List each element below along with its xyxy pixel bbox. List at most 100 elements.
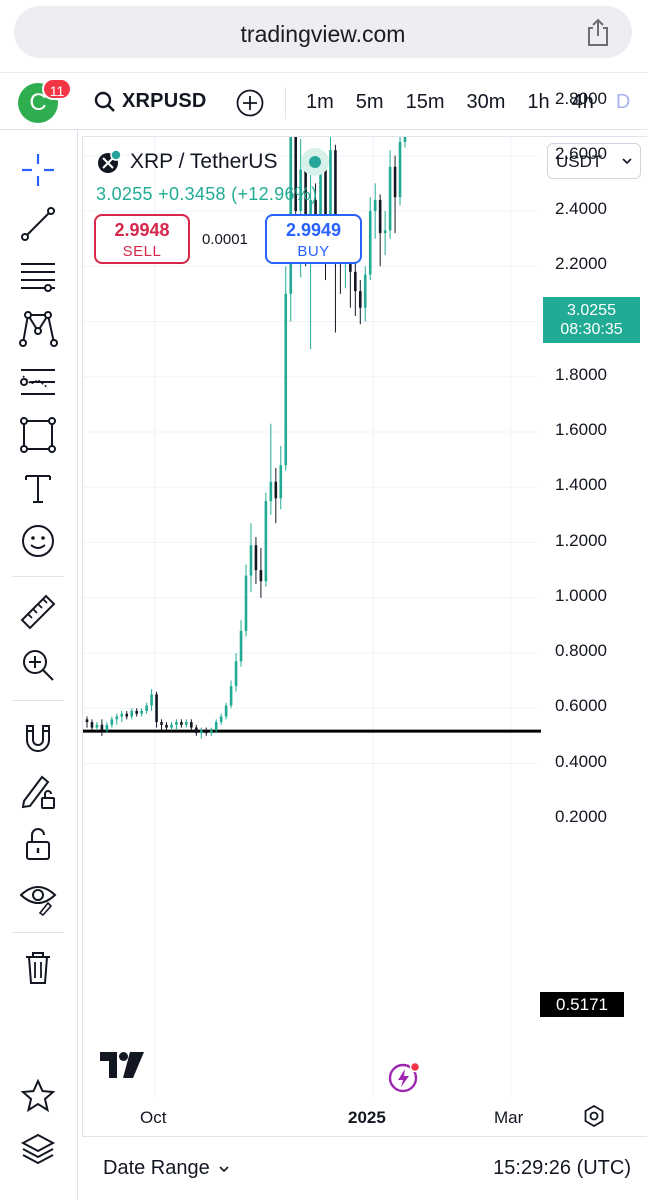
star-icon[interactable]: [18, 1076, 58, 1116]
bar-countdown: 08:30:35: [560, 321, 623, 338]
candle: [378, 194, 382, 267]
address-bar[interactable]: tradingview.com: [14, 6, 632, 58]
candle: [294, 137, 297, 231]
candle: [254, 536, 258, 584]
price-axis-label: 2.6000: [555, 143, 607, 163]
candle: [150, 688, 153, 712]
last-price-value: 3.0255: [567, 302, 616, 319]
lock-drawing-icon[interactable]: [18, 771, 58, 811]
drawing-toolbar: [0, 130, 78, 1200]
candle: [195, 724, 198, 736]
price-axis-label: 0.2000: [555, 806, 607, 826]
unlock-icon[interactable]: [18, 824, 58, 864]
interval-5m[interactable]: 5m: [355, 91, 384, 113]
price-axis-label: 2.2000: [555, 254, 607, 274]
forecast-icon[interactable]: [18, 362, 58, 402]
zoom-in-icon[interactable]: [18, 645, 58, 685]
candle: [160, 719, 163, 731]
layers-icon[interactable]: [18, 1129, 58, 1169]
last-price-label: 3.0255 08:30:35: [543, 297, 640, 343]
trash-icon[interactable]: [18, 948, 58, 988]
candle: [219, 713, 223, 725]
compare-add-icon[interactable]: [236, 89, 264, 117]
pair-name: XRP / TetherUS: [130, 150, 278, 173]
magnet-icon[interactable]: [18, 718, 58, 758]
candle: [125, 711, 129, 720]
candle: [155, 691, 158, 728]
market-open-indicator: [301, 148, 330, 176]
interval-d[interactable]: D: [615, 91, 631, 113]
crosshair-icon[interactable]: [18, 150, 58, 190]
time-axis-label: Oct: [140, 1108, 167, 1127]
text-tool-icon[interactable]: [18, 468, 58, 508]
price-change-percent: (+12.96%): [231, 184, 318, 204]
time-axis-label: Mar: [494, 1108, 524, 1127]
candle: [185, 719, 188, 728]
price-change: +0.3458: [158, 184, 226, 204]
candle: [180, 719, 183, 728]
chart-pane[interactable]: [82, 136, 647, 1136]
price-quote: 3.0255 +0.3458 (+12.96%): [96, 184, 329, 205]
last-price: 3.0255: [96, 184, 153, 204]
candle: [373, 183, 377, 239]
interval-4h[interactable]: 4h: [571, 91, 594, 113]
interval-1m[interactable]: 1m: [306, 91, 334, 113]
url-text: tradingview.com: [240, 21, 406, 47]
candlestick-chart[interactable]: [83, 137, 647, 1137]
candle: [95, 722, 99, 731]
candle: [239, 619, 243, 667]
sell-button[interactable]: 2.9948 SELL: [94, 214, 190, 264]
price-axis-label: 1.8000: [555, 364, 607, 384]
candle: [135, 708, 138, 717]
candle: [259, 548, 263, 598]
candle: [398, 137, 402, 206]
share-icon[interactable]: [584, 18, 612, 48]
notification-badge: 11: [42, 78, 72, 100]
buy-label: BUY: [297, 243, 330, 260]
candle: [190, 719, 193, 731]
currency-select[interactable]: USDT: [547, 143, 641, 179]
interval-15m[interactable]: 15m: [405, 91, 445, 113]
price-axis-label: 0.4000: [555, 751, 607, 771]
chart-legend: XRP / TetherUS 3.0255 +0.3458 (+12.96%): [96, 148, 330, 205]
bottom-toolbar: Date Range 15:29:26 (UTC): [82, 1136, 647, 1200]
top-toolbar: C 11 XRPUSD 1m 5m 15m 30m 1h 4h D: [0, 72, 647, 130]
date-range-button[interactable]: Date Range: [103, 1157, 230, 1180]
utc-clock[interactable]: 15:29:26 (UTC): [493, 1157, 631, 1179]
candle: [214, 719, 218, 734]
candle: [244, 564, 248, 637]
price-axis-label: 1.0000: [555, 585, 607, 605]
candle: [224, 702, 228, 720]
rectangle-icon[interactable]: [18, 415, 58, 455]
price-axis-label: 0.8000: [555, 641, 607, 660]
candle: [264, 492, 268, 587]
candle: [110, 716, 114, 728]
flash-icon[interactable]: [388, 1060, 422, 1094]
fib-retracement-icon[interactable]: [18, 256, 58, 296]
candle: [249, 523, 253, 593]
ruler-icon[interactable]: [18, 592, 58, 632]
symbol-search[interactable]: XRPUSD: [94, 90, 207, 113]
buy-button[interactable]: 2.9949 BUY: [265, 214, 362, 264]
price-axis-label: 2.4000: [555, 199, 607, 218]
chevron-down-icon: [219, 1165, 229, 1172]
candle: [85, 716, 89, 728]
eye-icon[interactable]: [18, 877, 58, 917]
interval-1h[interactable]: 1h: [527, 91, 550, 113]
trend-line-icon[interactable]: [18, 203, 58, 243]
interval-30m[interactable]: 30m: [466, 91, 506, 113]
currency-value: USDT: [556, 152, 603, 171]
candle: [284, 266, 288, 471]
candle: [90, 719, 94, 731]
symbol-name: XRPUSD: [122, 90, 207, 112]
candle: [199, 727, 203, 739]
pattern-icon[interactable]: [18, 309, 58, 349]
candle: [388, 150, 392, 239]
price-axis-label: 0.6000: [555, 696, 607, 716]
xrp-logo-icon: [98, 149, 122, 173]
emoji-icon[interactable]: [18, 521, 58, 561]
settings-icon[interactable]: [583, 1105, 605, 1127]
sell-price: 2.9948: [114, 220, 170, 240]
candle: [229, 680, 233, 709]
candle: [140, 708, 143, 717]
